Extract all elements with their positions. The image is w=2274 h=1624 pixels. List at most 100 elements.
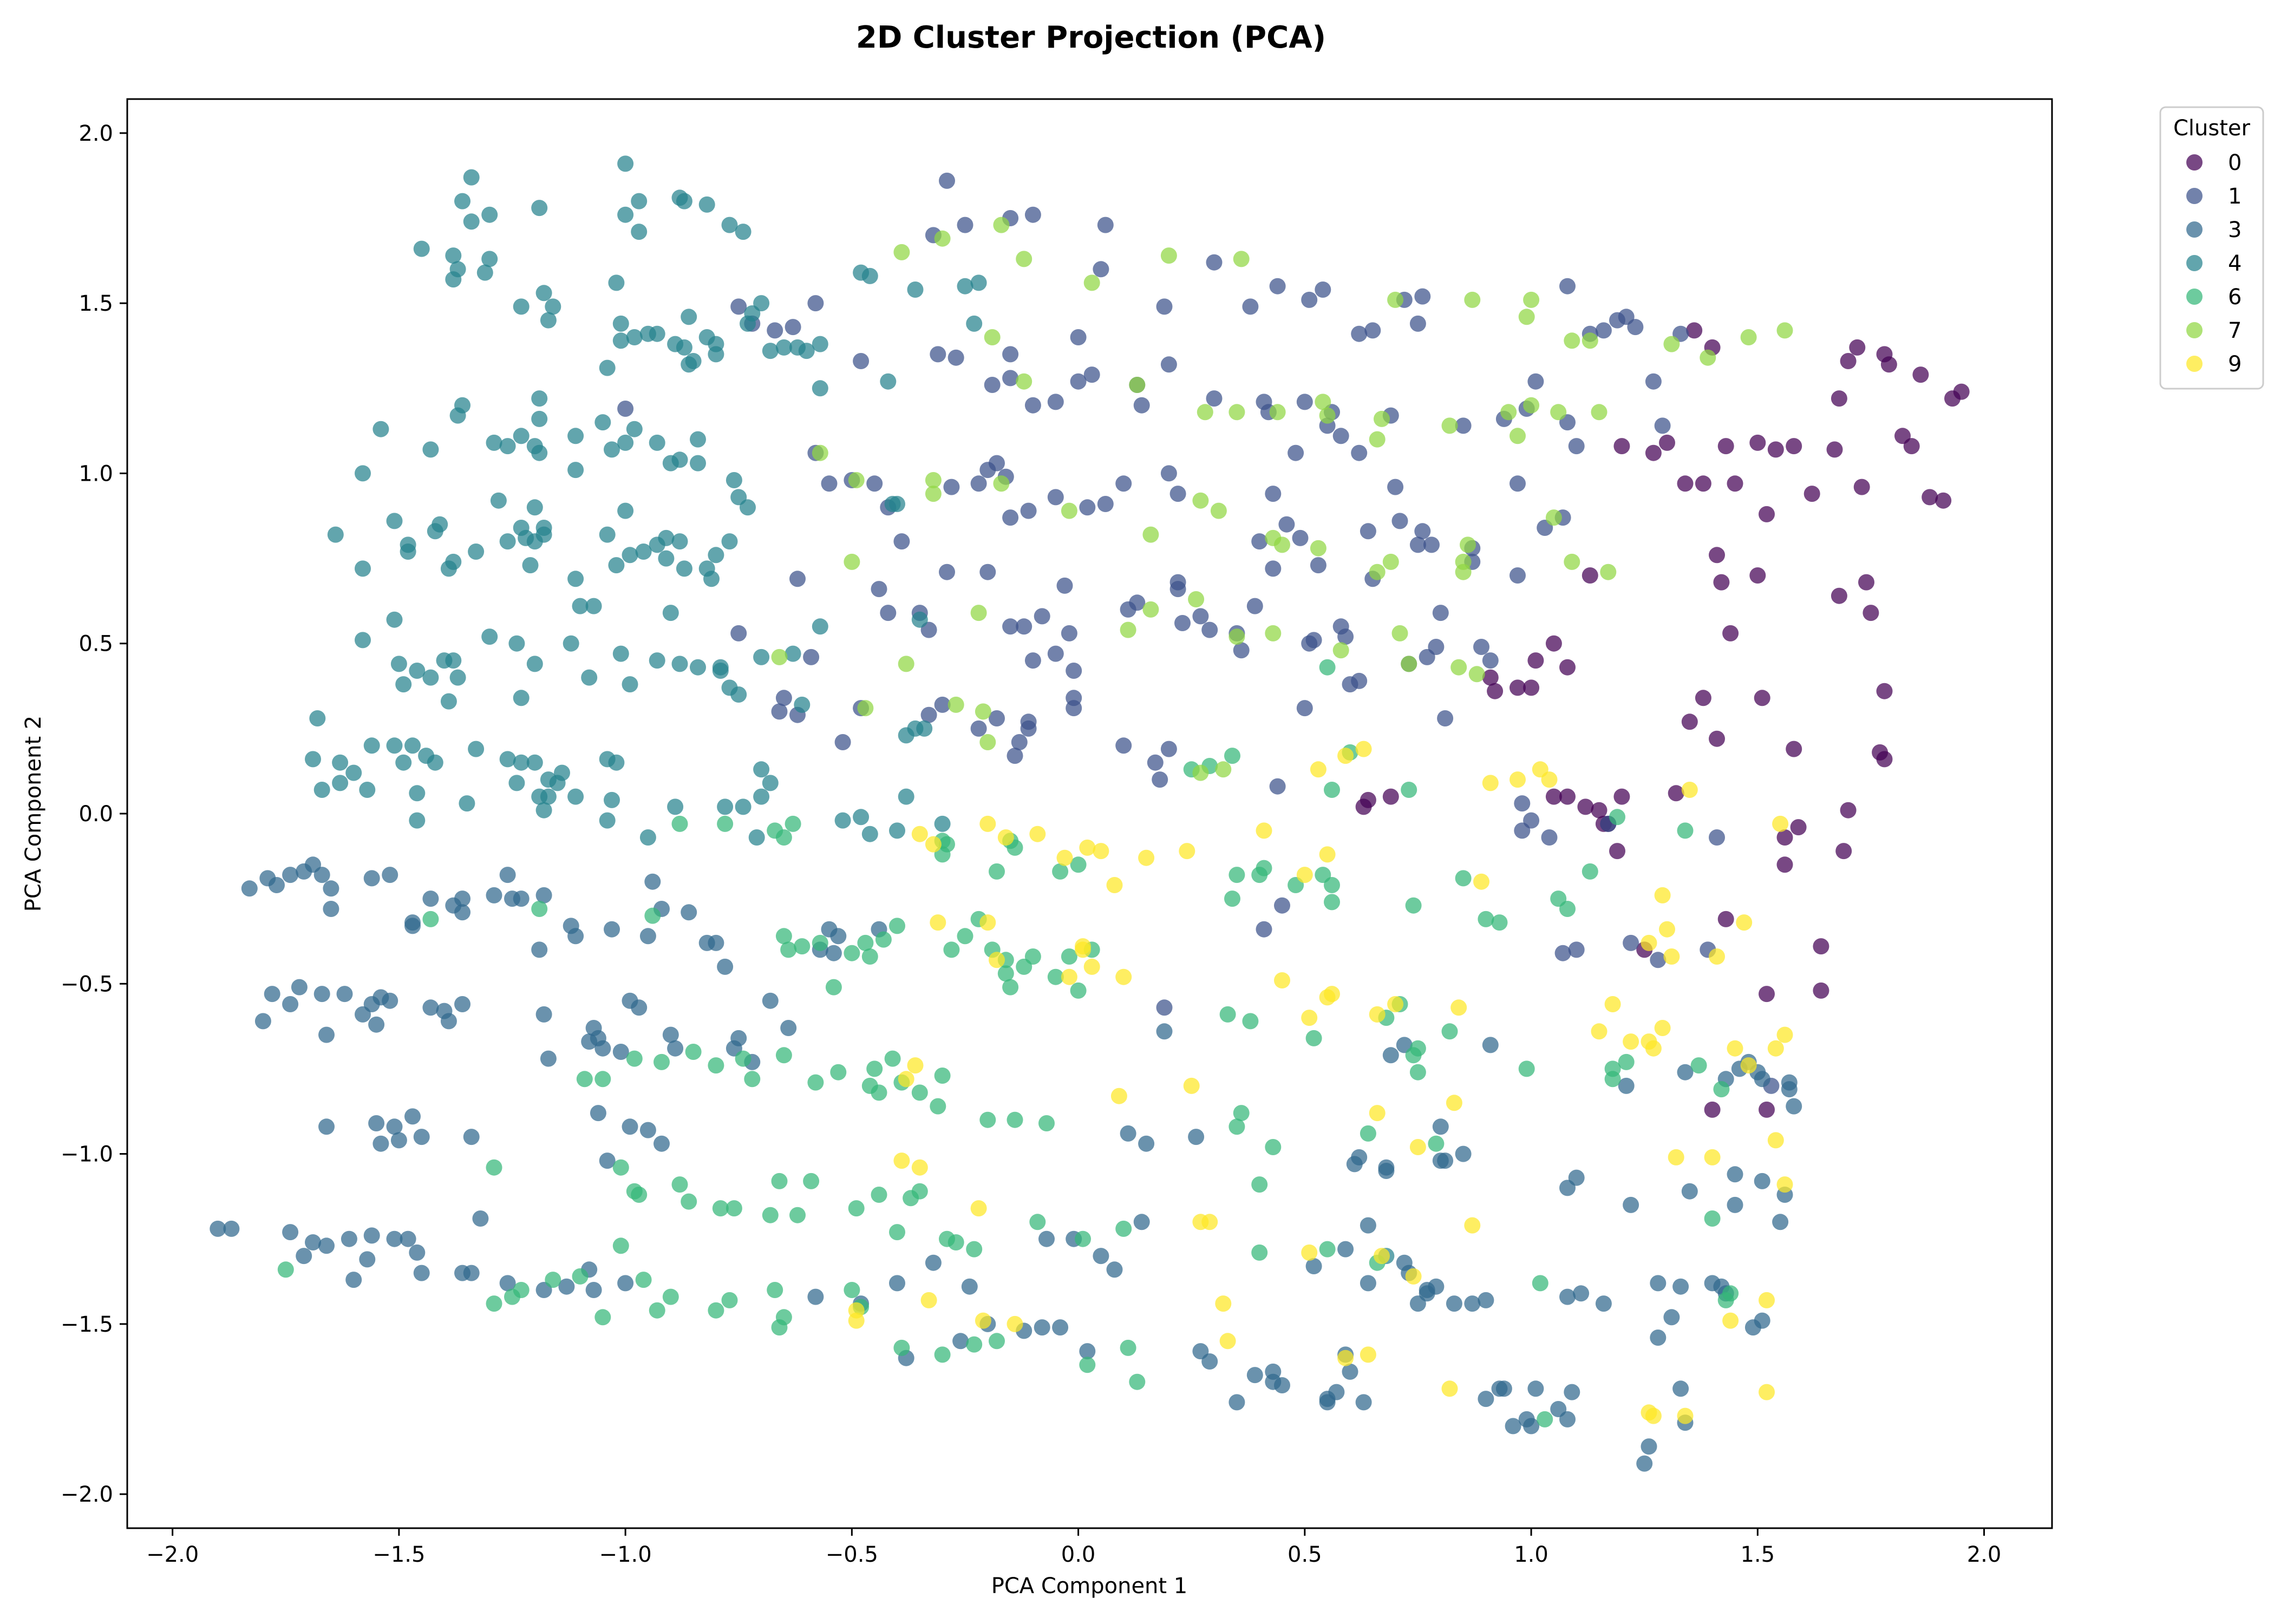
data-point (1047, 489, 1064, 506)
data-point (1645, 1407, 1662, 1424)
data-point (1695, 690, 1711, 706)
data-point (1192, 764, 1209, 781)
data-point (1510, 771, 1526, 788)
data-point (961, 1278, 978, 1295)
data-point (762, 343, 779, 359)
data-point (1355, 741, 1372, 757)
data-point (834, 734, 851, 750)
data-point (975, 703, 991, 720)
data-point (1029, 1214, 1046, 1230)
data-point (1722, 1285, 1739, 1302)
data-point (1219, 1333, 1236, 1350)
data-point (735, 1050, 752, 1067)
data-point (1623, 1196, 1639, 1213)
data-point (957, 278, 973, 294)
data-point (812, 380, 828, 397)
data-point (612, 1237, 629, 1254)
data-point (1002, 509, 1019, 526)
data-point (1912, 366, 1929, 383)
data-point (979, 462, 996, 479)
data-point (658, 550, 675, 567)
data-point (1061, 502, 1077, 519)
data-point (1360, 1346, 1376, 1363)
data-point (1654, 1020, 1671, 1036)
data-point (717, 798, 734, 815)
data-point (1591, 404, 1608, 421)
data-point (662, 605, 679, 621)
data-point (767, 1282, 783, 1298)
data-point (930, 346, 946, 363)
data-point (1759, 1384, 1775, 1400)
data-point (422, 441, 439, 458)
data-point (526, 499, 543, 516)
data-point (1115, 1220, 1132, 1237)
data-point (395, 754, 412, 771)
data-point (989, 863, 1005, 880)
data-point (775, 690, 792, 706)
data-point (1310, 761, 1327, 778)
data-point (1523, 812, 1540, 829)
data-point (812, 336, 828, 352)
data-point (409, 785, 426, 802)
data-point (1432, 1118, 1449, 1135)
data-point (1582, 332, 1598, 349)
data-point (639, 928, 656, 945)
data-point (1767, 1040, 1784, 1057)
data-point (1872, 744, 1889, 761)
data-point (1709, 948, 1725, 965)
data-point (531, 410, 548, 427)
data-point (1754, 1312, 1770, 1329)
data-point (726, 1200, 742, 1217)
data-point (1066, 700, 1082, 717)
data-point (1677, 1064, 1694, 1081)
data-point (531, 901, 548, 917)
data-point (631, 224, 648, 240)
data-point (612, 332, 629, 349)
data-point (468, 543, 485, 560)
data-point (1093, 843, 1109, 860)
data-point (794, 696, 811, 713)
data-point (803, 1173, 820, 1189)
data-point (871, 581, 887, 598)
data-point (1056, 849, 1073, 866)
data-point (422, 890, 439, 907)
data-point (422, 669, 439, 686)
data-point (531, 444, 548, 461)
data-point (812, 618, 828, 635)
x-tick-label: 1.0 (1514, 1542, 1548, 1567)
data-point (690, 659, 706, 676)
data-point (762, 1207, 779, 1223)
data-point (612, 315, 629, 332)
data-point (513, 890, 530, 907)
data-point (1482, 652, 1499, 669)
data-point (1093, 1248, 1109, 1265)
data-point (1772, 815, 1789, 832)
data-point (676, 339, 692, 356)
data-point (1568, 941, 1585, 958)
data-point (1663, 336, 1680, 352)
data-point (1813, 938, 1829, 955)
data-point (708, 1302, 724, 1319)
data-point (1840, 353, 1857, 369)
data-point (608, 754, 625, 771)
data-point (1296, 394, 1313, 410)
data-point (740, 499, 756, 516)
data-point (1853, 479, 1870, 495)
data-point (1786, 1098, 1802, 1115)
data-point (1573, 1285, 1590, 1302)
data-point (1772, 1214, 1789, 1230)
data-point (1364, 322, 1381, 339)
data-point (825, 945, 842, 961)
data-point (373, 421, 389, 437)
data-point (1437, 710, 1454, 726)
data-point (386, 1118, 403, 1135)
data-point (468, 741, 485, 757)
data-point (1201, 621, 1218, 638)
data-point (1541, 829, 1558, 846)
x-axis: −2.0 −1.5 −1.0 −0.5 0.0 0.5 1.0 1.5 2.0 (146, 1528, 2001, 1567)
data-point (1305, 632, 1322, 649)
data-point (807, 295, 824, 312)
data-point (427, 754, 443, 771)
data-point (1093, 261, 1109, 278)
